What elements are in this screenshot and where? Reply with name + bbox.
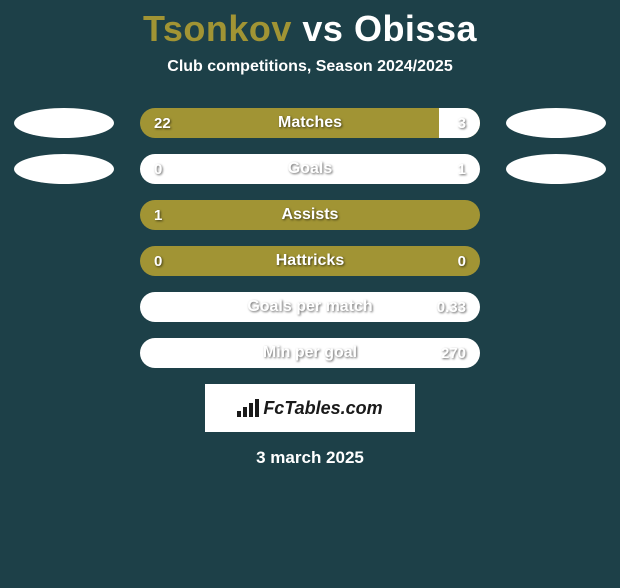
date-text: 3 march 2025 <box>0 448 620 468</box>
player-left-name: Tsonkov <box>143 8 292 49</box>
stat-label: Matches <box>140 108 480 138</box>
stat-value-left: 0 <box>154 246 162 276</box>
logo-text: FcTables.com <box>263 398 382 419</box>
stat-row: Matches22 3 <box>10 108 610 138</box>
stat-row: Min per goal270 <box>10 338 610 368</box>
player-right-name: Obissa <box>354 8 477 49</box>
player-left-oval <box>14 154 114 184</box>
stat-row: Assists1 <box>10 200 610 230</box>
stat-bar: Min per goal270 <box>140 338 480 368</box>
stat-value-left: 0 <box>154 154 162 184</box>
stat-value-left: 22 <box>154 108 171 138</box>
comparison-title: Tsonkov vs Obissa <box>0 8 620 50</box>
stat-label: Min per goal <box>140 338 480 368</box>
stat-label: Hattricks <box>140 246 480 276</box>
stat-label: Assists <box>140 200 480 230</box>
player-right-oval <box>506 154 606 184</box>
stat-value-left: 1 <box>154 200 162 230</box>
stat-row: Hattricks0 0 <box>10 246 610 276</box>
logo-box: FcTables.com <box>205 384 415 432</box>
logo: FcTables.com <box>237 398 382 419</box>
player-left-oval <box>14 108 114 138</box>
stat-row: Goals per match0.33 <box>10 292 610 322</box>
stat-bar: Matches22 3 <box>140 108 480 138</box>
stat-bar: Goals per match0.33 <box>140 292 480 322</box>
stat-value-right: 270 <box>441 338 466 368</box>
stat-value-right: 3 <box>458 108 466 138</box>
stat-value-right: 1 <box>458 154 466 184</box>
stat-label: Goals <box>140 154 480 184</box>
vs-separator: vs <box>302 8 343 49</box>
stat-value-right: 0 <box>458 246 466 276</box>
stat-bar: Goals0 1 <box>140 154 480 184</box>
stats-container: Matches223Goals01Assists1Hattricks00Goal… <box>0 108 620 368</box>
stat-value-right: 0.33 <box>437 292 466 322</box>
chart-icon <box>237 399 259 417</box>
player-right-oval <box>506 108 606 138</box>
stat-row: Goals0 1 <box>10 154 610 184</box>
subtitle: Club competitions, Season 2024/2025 <box>0 58 620 76</box>
stat-label: Goals per match <box>140 292 480 322</box>
stat-bar: Assists1 <box>140 200 480 230</box>
stat-bar: Hattricks0 0 <box>140 246 480 276</box>
